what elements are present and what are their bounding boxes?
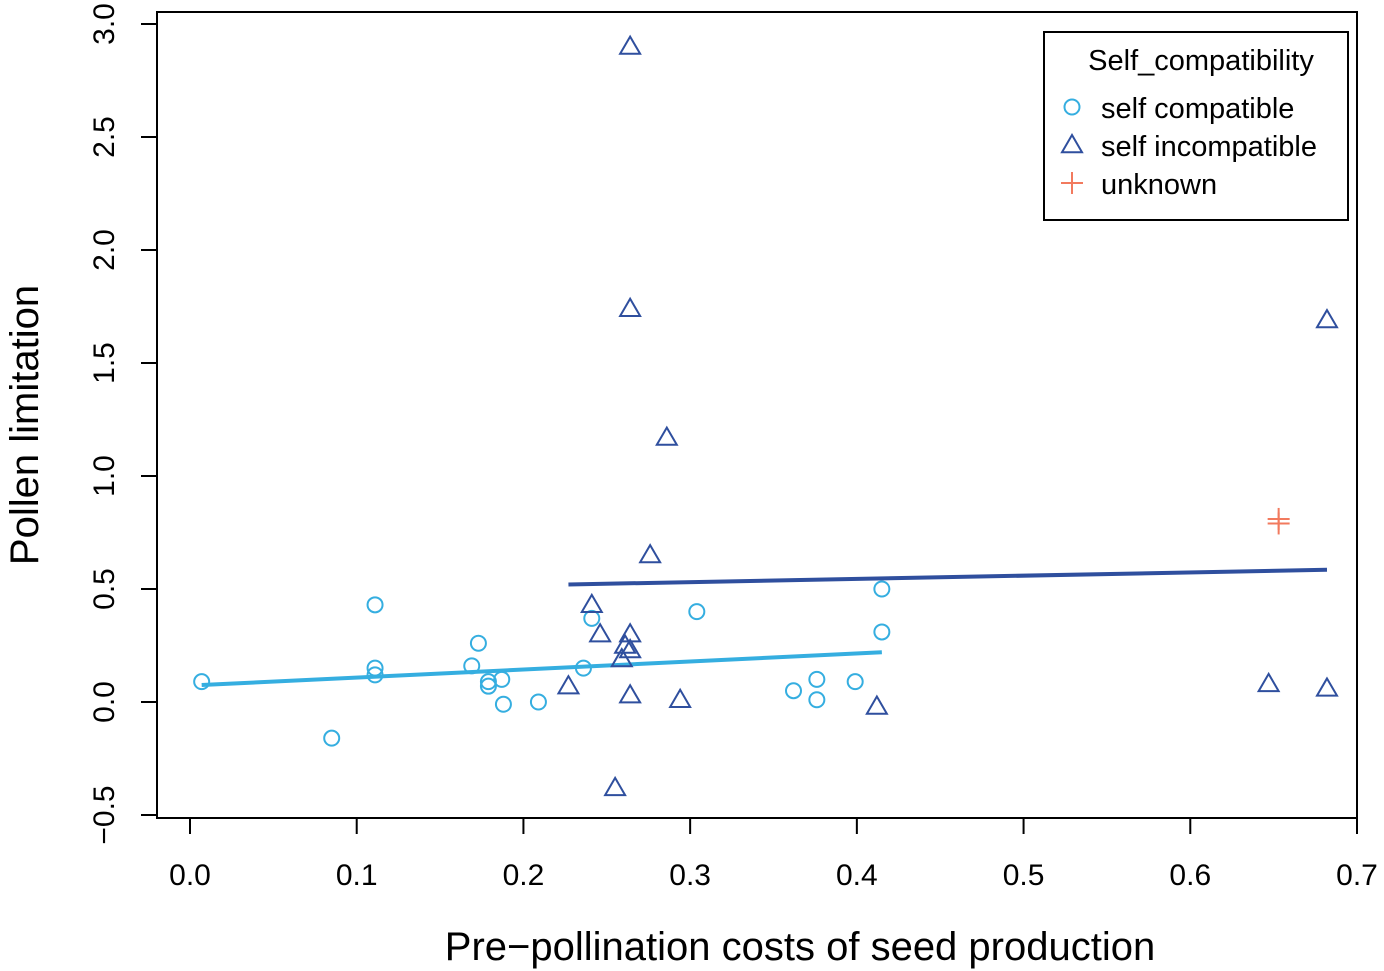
point-self-compatible (846, 673, 864, 691)
point-self-incompatible (613, 633, 637, 654)
point-self-incompatible (588, 622, 612, 643)
point-self-compatible (808, 670, 826, 688)
y-tick-label: 2.5 (88, 116, 121, 158)
point-self-compatible (323, 729, 341, 747)
point-self-compatible (808, 691, 826, 709)
legend-items: self compatible self incompatible unknown (1060, 93, 1317, 201)
y-axis: −0.5 0.0 0.5 1.0 1.5 2.0 2.5 3.0 (88, 3, 158, 845)
legend-marker-self-incompatible (1060, 133, 1084, 154)
legend: Self_compatibility self compatible self i… (1043, 31, 1349, 221)
point-self-compatible (469, 634, 487, 652)
y-tick-label: 1.0 (88, 455, 121, 497)
y-tick-label: 0.5 (88, 568, 121, 610)
point-unknown (1267, 512, 1290, 535)
y-tick-label: −0.5 (88, 785, 121, 844)
point-self-compatible (873, 623, 891, 641)
point-self-incompatible (668, 687, 692, 708)
point-self-compatible (873, 580, 891, 598)
y-axis-title: Pollen limitation (3, 285, 47, 565)
point-self-incompatible (865, 694, 889, 715)
point-self-compatible (494, 695, 512, 713)
legend-box (1043, 31, 1349, 221)
x-tick-label: 0.2 (503, 859, 545, 892)
point-self-compatible (583, 609, 601, 627)
point-self-incompatible (618, 638, 642, 659)
x-tick-label: 0.5 (1003, 859, 1045, 892)
y-tick-label: 0.0 (88, 681, 121, 723)
y-tick-label: 3.0 (88, 3, 121, 45)
point-self-compatible (479, 673, 497, 691)
point-self-compatible (785, 682, 803, 700)
point-self-incompatible (580, 592, 604, 614)
legend-label-self-incompatible: self incompatible (1101, 131, 1317, 163)
data-points (193, 34, 1339, 797)
point-self-compatible (493, 670, 511, 688)
point-self-incompatible (618, 34, 642, 55)
legend-marker-unknown (1061, 172, 1083, 194)
point-self-incompatible (618, 683, 642, 704)
point-self-incompatible (655, 425, 679, 446)
y-tick-label: 2.0 (88, 229, 121, 271)
point-self-compatible (688, 603, 706, 621)
legend-label-unknown: unknown (1101, 169, 1217, 201)
point-self-incompatible (1315, 676, 1339, 697)
point-self-compatible (529, 693, 547, 711)
x-tick-label: 0.7 (1336, 859, 1378, 892)
fit-lines (201, 567, 1328, 688)
point-self-compatible (574, 659, 592, 677)
point-self-incompatible (618, 296, 642, 317)
point-self-incompatible (1315, 308, 1339, 329)
y-tick-label: 1.5 (88, 342, 121, 384)
point-self-compatible (193, 673, 211, 691)
point-self-incompatible (610, 647, 634, 668)
point-self-compatible (366, 666, 384, 684)
point-self-incompatible (638, 543, 662, 564)
point-self-compatible (366, 659, 384, 677)
legend-title: Self_compatibility (1088, 45, 1314, 77)
fit-line-self-compatible (201, 650, 882, 688)
point-self-incompatible (603, 775, 627, 797)
x-tick-label: 0.0 (169, 859, 211, 892)
point-self-incompatible (556, 674, 581, 695)
fit-line-self-incompatible (568, 567, 1328, 587)
x-tick-label: 0.4 (836, 859, 878, 892)
x-axis-title: Pre−pollination costs of seed production (445, 925, 1155, 969)
x-tick-label: 0.1 (336, 859, 378, 892)
legend-marker-self-compatible (1063, 98, 1081, 116)
point-self-compatible (463, 657, 481, 675)
x-tick-label: 0.6 (1169, 859, 1211, 892)
x-axis: 0.0 0.1 0.2 0.3 0.4 0.5 0.6 0.7 (169, 817, 1378, 892)
legend-label-self-compatible: self compatible (1101, 93, 1294, 125)
x-tick-label: 0.3 (669, 859, 711, 892)
point-self-compatible (479, 677, 497, 695)
point-self-incompatible (1256, 671, 1281, 693)
point-self-compatible (366, 596, 384, 614)
